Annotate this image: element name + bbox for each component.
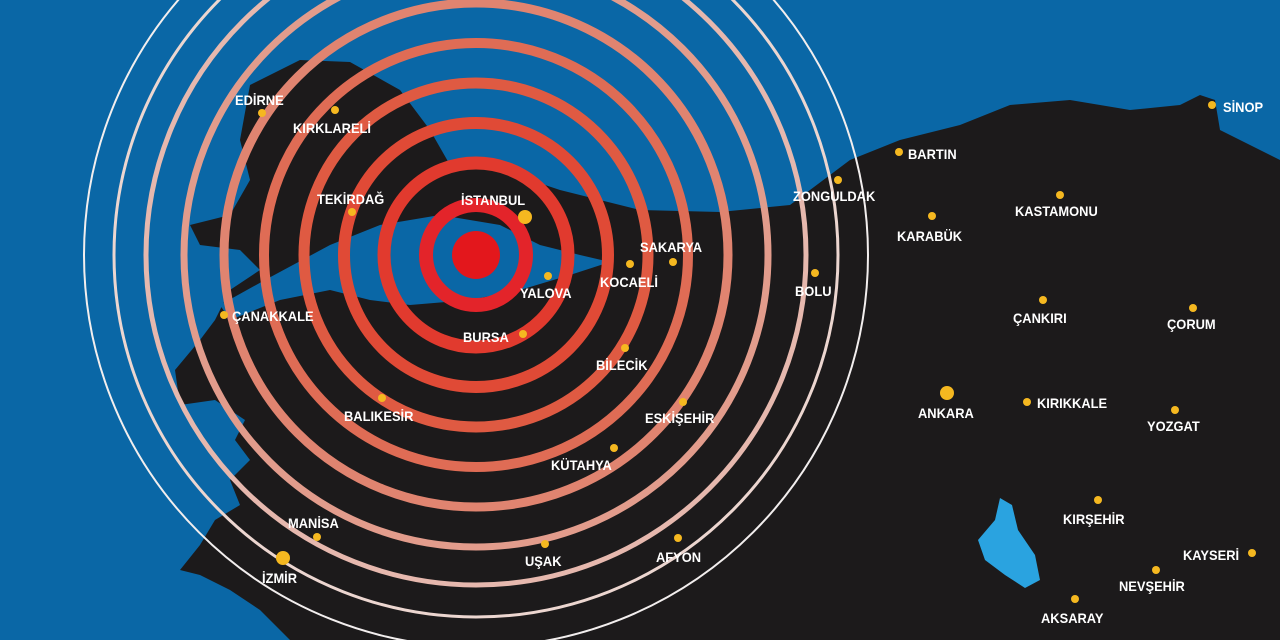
city-label: EDİRNE [235,92,284,108]
city-label: İSTANBUL [461,192,526,208]
city-label: YOZGAT [1147,418,1200,434]
city-label: YALOVA [520,285,572,301]
epicenter-icon [452,231,500,279]
city-dot-icon [348,208,356,216]
seismic-ring [180,0,772,551]
city-dot-icon [621,344,629,352]
seismic-ring [112,0,840,619]
city-dot-icon [834,176,842,184]
city-dot-icon [811,269,819,277]
city-dot-icon [679,398,687,406]
city-dot-icon [1171,406,1179,414]
seismic-ring [259,38,693,472]
city-dot-icon [518,210,532,224]
seismic-ring [219,0,733,512]
seismic-rings [83,0,869,640]
seismic-ring [298,77,654,433]
seismic-ring [83,0,869,640]
city-dot-icon [544,272,552,280]
city-dot-icon [276,551,290,565]
city-label: AFYON [656,549,702,565]
marmara-sea [220,215,610,320]
seismic-ring [419,198,533,312]
city-label: UŞAK [525,553,562,569]
city-label: NEVŞEHİR [1119,578,1185,594]
city-dot-icon [940,386,954,400]
city-dot-icon [674,534,682,542]
city-dot-icon [1023,398,1031,406]
city-dot-icon [519,330,527,338]
city-dots [220,101,1256,603]
city-dot-icon [610,444,618,452]
seismic-ring [338,117,614,393]
city-label: BİLECİK [596,357,648,373]
seismic-ring [143,0,809,588]
seismic-ring [377,156,575,354]
city-dot-icon [1056,191,1064,199]
city-label: KÜTAHYA [551,457,612,473]
city-dot-icon [378,394,386,402]
city-dot-icon [1039,296,1047,304]
city-dot-icon [1071,595,1079,603]
city-dot-icon [1152,566,1160,574]
city-label: TEKİRDAĞ [317,191,385,207]
city-label: KOCAELİ [600,274,658,290]
city-dot-icon [1208,101,1216,109]
city-label: ÇORUM [1167,316,1216,332]
city-label: SİNOP [1223,99,1264,115]
city-label: AKSARAY [1041,610,1104,626]
tuz-lake [978,498,1040,588]
city-label: SAKARYA [640,239,703,255]
city-dot-icon [541,540,549,548]
city-label: KIRŞEHİR [1063,511,1125,527]
city-label: ÇANKIRI [1013,310,1067,326]
city-dot-icon [1189,304,1197,312]
city-dot-icon [220,311,228,319]
city-dot-icon [669,258,677,266]
city-dot-icon [928,212,936,220]
city-label: BURSA [463,329,509,345]
city-label: MANİSA [288,515,339,531]
city-label: ÇANAKKALE [232,308,314,324]
city-label: İZMİR [262,570,298,586]
city-label: KIRKLARELİ [293,120,371,136]
city-label: BOLU [795,283,832,299]
city-label: KAYSERİ [1183,547,1240,563]
city-label: BARTIN [908,146,957,162]
city-dot-icon [1094,496,1102,504]
city-label: KASTAMONU [1015,203,1098,219]
city-dot-icon [331,106,339,114]
city-label: KIRIKKALE [1037,395,1108,411]
city-dot-icon [258,109,266,117]
city-label: ZONGULDAK [793,188,876,204]
city-dot-icon [626,260,634,268]
city-label: ESKİŞEHİR [645,410,715,426]
city-dot-icon [313,533,321,541]
city-label: BALIKESİR [344,408,414,424]
city-label: KARABÜK [897,228,963,244]
city-label: ANKARA [918,405,974,421]
city-dot-icon [895,148,903,156]
city-dot-icon [1248,549,1256,557]
